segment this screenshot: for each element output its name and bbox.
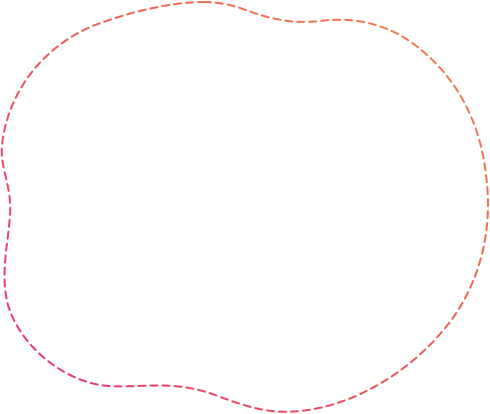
dashed-blob-outline [0,0,489,413]
page [0,0,490,414]
blob-illustration [0,0,489,413]
